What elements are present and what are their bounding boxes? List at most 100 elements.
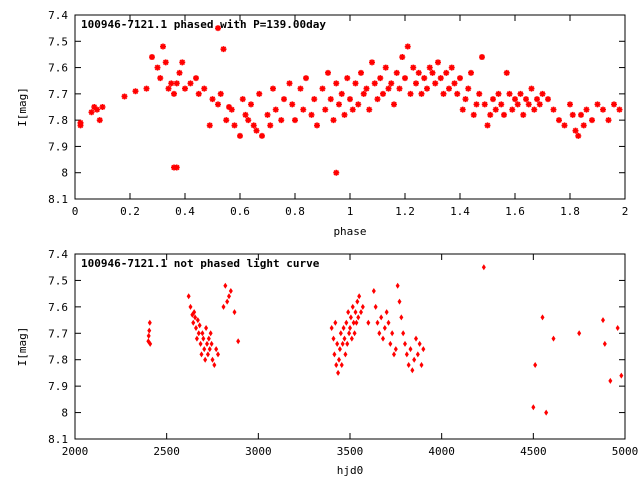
- x-axis-label: hjd0: [337, 464, 364, 477]
- y-axis-label: I[mag]: [16, 327, 29, 367]
- data-points: [146, 264, 624, 416]
- data-point: [418, 90, 425, 97]
- data-point: [236, 338, 241, 345]
- data-point: [194, 335, 199, 342]
- data-point: [147, 319, 152, 326]
- data-point: [264, 111, 271, 118]
- data-point: [385, 85, 392, 92]
- data-point: [388, 80, 395, 87]
- y-tick-label: 8.1: [48, 193, 68, 206]
- data-point: [446, 85, 452, 92]
- data-point: [289, 101, 296, 108]
- data-point: [414, 335, 418, 342]
- y-tick-label: 7.4: [48, 9, 68, 22]
- data-point: [311, 96, 318, 103]
- data-point: [575, 132, 582, 139]
- x-tick-label: 0: [72, 205, 79, 218]
- data-point: [357, 293, 362, 300]
- data-point: [308, 111, 315, 118]
- data-point: [346, 309, 351, 316]
- data-point: [512, 96, 518, 103]
- data-point: [360, 303, 365, 310]
- data-point: [501, 111, 507, 118]
- data-point: [523, 96, 529, 103]
- x-axis-label: phase: [333, 225, 366, 238]
- data-point: [377, 75, 384, 82]
- x-tick-label: 4500: [520, 445, 547, 458]
- data-point: [479, 54, 485, 61]
- data-point: [239, 96, 246, 103]
- chart-title: 100946-7121.1 phased with P=139.00day: [81, 18, 326, 31]
- data-point: [410, 64, 417, 71]
- data-point: [569, 111, 576, 118]
- data-point: [209, 340, 214, 347]
- data-point: [424, 85, 430, 92]
- data-point: [319, 85, 326, 92]
- data-point: [220, 46, 227, 53]
- data-point: [366, 106, 373, 113]
- data-point: [165, 85, 172, 92]
- data-point: [468, 69, 474, 76]
- data-point: [209, 96, 216, 103]
- data-point: [484, 122, 491, 129]
- data-point: [212, 362, 217, 368]
- data-point: [539, 90, 546, 97]
- data-point: [336, 369, 341, 376]
- data-point: [215, 25, 221, 32]
- data-point: [148, 340, 153, 347]
- data-point: [443, 69, 450, 76]
- data-point: [270, 85, 276, 92]
- data-point: [415, 351, 420, 358]
- data-point: [413, 80, 419, 87]
- data-point: [331, 335, 336, 342]
- data-point: [476, 90, 483, 97]
- data-point: [401, 330, 406, 337]
- data-point: [206, 335, 211, 342]
- data-point: [186, 293, 191, 300]
- data-point: [437, 75, 444, 82]
- data-point: [379, 314, 384, 321]
- data-point: [232, 309, 237, 316]
- data-point: [536, 101, 543, 108]
- data-point: [351, 319, 356, 326]
- y-tick-label: 8: [61, 407, 68, 420]
- data-point: [250, 122, 257, 129]
- data-point: [348, 325, 352, 331]
- data-point: [216, 351, 220, 358]
- data-point: [194, 325, 198, 331]
- data-point: [545, 96, 551, 103]
- data-point: [228, 106, 235, 113]
- data-point: [578, 111, 584, 118]
- data-point: [371, 288, 376, 294]
- data-point: [382, 64, 389, 71]
- data-point: [193, 314, 198, 321]
- y-tick-label: 7.9: [48, 380, 68, 393]
- data-point: [382, 325, 387, 331]
- data-point: [355, 101, 362, 108]
- data-point: [369, 59, 375, 66]
- data-point: [341, 111, 348, 118]
- data-point: [173, 80, 180, 87]
- data-point: [121, 93, 128, 100]
- data-point: [531, 404, 536, 411]
- data-point: [88, 109, 95, 116]
- data-point: [149, 54, 155, 61]
- data-point: [408, 346, 413, 353]
- data-point: [223, 282, 228, 289]
- data-point: [349, 106, 356, 113]
- data-point: [556, 117, 562, 124]
- data-point: [146, 332, 151, 339]
- data-point: [412, 356, 417, 363]
- data-point: [481, 101, 488, 108]
- data-point: [506, 90, 513, 97]
- data-point: [410, 367, 415, 374]
- data-point: [333, 80, 340, 87]
- data-point: [336, 101, 342, 108]
- data-point: [259, 132, 265, 139]
- x-tick-label: 4000: [428, 445, 455, 458]
- data-point: [601, 317, 605, 324]
- data-point: [454, 90, 461, 97]
- data-point: [448, 64, 455, 71]
- data-point: [386, 319, 391, 326]
- data-point: [192, 309, 197, 316]
